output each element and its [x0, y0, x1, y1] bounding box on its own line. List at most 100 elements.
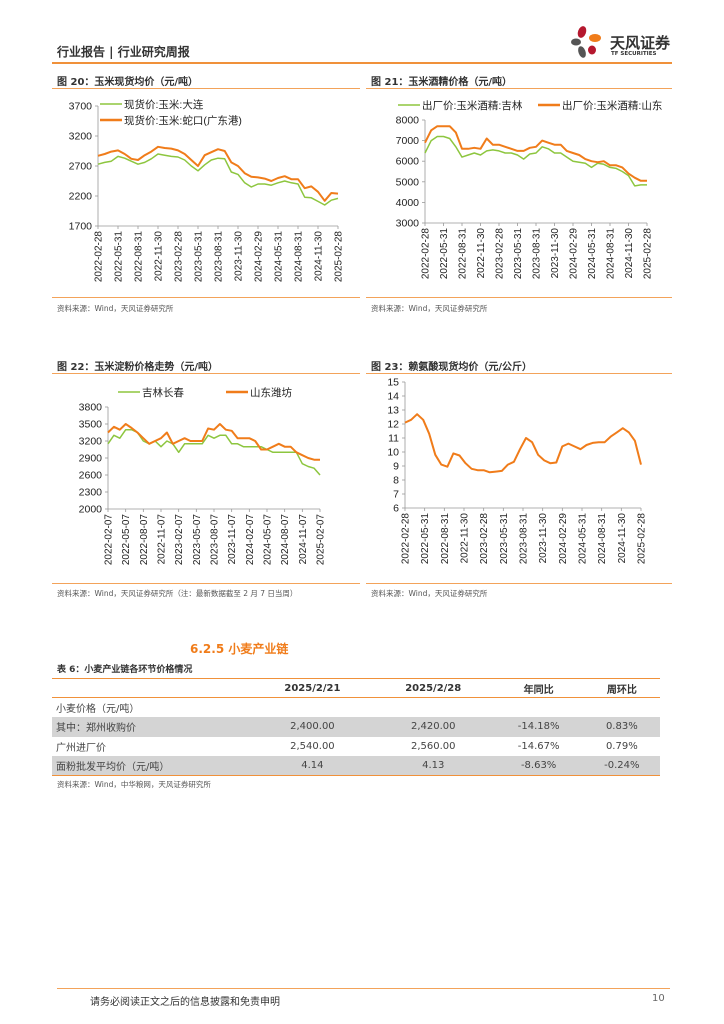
- y-tick-label: 3700: [69, 101, 93, 113]
- legend-label: 吉林长春: [142, 386, 184, 399]
- series-line-1: [97, 145, 339, 202]
- y-tick-label: 6: [393, 503, 399, 515]
- y-tick-label: 3200: [69, 131, 93, 143]
- y-tick-label: 3800: [79, 402, 103, 414]
- x-tick-label: 2022-11-30: [154, 231, 165, 282]
- y-tick-label: 2600: [79, 470, 103, 482]
- title-rule: [366, 583, 672, 584]
- cell: -8.63%: [493, 756, 584, 776]
- x-tick-label: 2024-02-07: [245, 514, 256, 566]
- cell: [373, 698, 494, 718]
- title-rule: [52, 583, 360, 584]
- x-tick-label: 2024-02-29: [558, 513, 569, 565]
- x-tick-label: 2022-08-31: [458, 228, 469, 280]
- header-cell: 周环比: [583, 678, 660, 698]
- x-tick-label: 2024-05-31: [587, 228, 598, 280]
- x-tick-label: 2022-02-28: [401, 513, 412, 565]
- cell: 2,400.00: [252, 717, 373, 737]
- x-tick-label: 2022-05-31: [439, 228, 450, 280]
- x-tick-label: 2022-11-07: [157, 514, 168, 565]
- x-tick-label: 2023-02-28: [495, 228, 506, 280]
- wheat-price-table: 2025/2/21 2025/2/28 年同比 周环比 小麦价格（元/吨） 其中…: [52, 678, 660, 776]
- x-tick-label: 2022-08-31: [134, 231, 145, 283]
- y-tick-label: 2000: [79, 504, 103, 516]
- company-logo: [570, 22, 690, 62]
- footer-rule: [57, 988, 670, 989]
- header-rule: [52, 62, 672, 64]
- legend-label: 山东潍坊: [250, 386, 292, 399]
- y-tick-label: 8: [393, 475, 399, 487]
- title-rule: [52, 297, 360, 298]
- y-tick-label: 3200: [79, 436, 103, 448]
- x-tick-label: 2022-02-28: [94, 231, 105, 283]
- cell: [252, 698, 373, 718]
- table-row: 其中：郑州收购价 2,400.00 2,420.00 -14.18% 0.83%: [52, 717, 660, 737]
- disclaimer: 请务必阅读正文之后的信息披露和免责申明: [90, 997, 280, 1008]
- y-tick-label: 4000: [396, 197, 420, 209]
- table-header-row: 2025/2/21 2025/2/28 年同比 周环比: [52, 678, 660, 698]
- cell: -14.67%: [517, 740, 560, 752]
- series-line-1: [424, 125, 647, 182]
- row-label: 面粉批发平均价（元/吨）: [52, 756, 252, 776]
- series-line-1: [107, 423, 320, 461]
- x-tick-label: 2025-02-28: [334, 231, 345, 283]
- series-line-0: [97, 153, 339, 206]
- x-tick-label: 2025-02-07: [316, 514, 327, 566]
- y-tick-label: 2300: [79, 487, 103, 499]
- x-tick-label: 2022-11-30: [476, 228, 487, 279]
- y-tick-label: 14: [387, 391, 399, 403]
- x-tick-label: 2024-08-31: [597, 513, 608, 565]
- header-cell: 2025/2/21: [252, 678, 373, 698]
- y-tick-label: 12: [387, 419, 399, 431]
- x-tick-label: 2024-08-31: [606, 228, 617, 280]
- y-tick-label: 8000: [396, 115, 420, 127]
- x-tick-label: 2022-08-31: [440, 513, 451, 565]
- x-tick-label: 2024-08-07: [280, 514, 291, 566]
- figure-source: 资料来源：Wind，天风证券研究所: [371, 304, 488, 313]
- figure-source: 资料来源：Wind，天风证券研究所（注：最新数据截至 2 月 7 日当周）: [57, 589, 298, 598]
- row-label: 广州进厂价: [56, 742, 106, 754]
- y-tick-label: 3500: [79, 419, 103, 431]
- x-tick-label: 2022-02-07: [104, 514, 115, 566]
- series-line-0: [404, 413, 642, 474]
- x-tick-label: 2024-05-31: [274, 231, 285, 283]
- x-tick-label: 2022-05-31: [114, 231, 125, 283]
- figure-title: 图 22：玉米淀粉价格走势（元/吨）: [57, 362, 219, 373]
- x-tick-label: 2023-02-28: [479, 513, 490, 565]
- cell: -14.18%: [493, 717, 584, 737]
- legend-label: 现货价:玉米:大连: [124, 98, 204, 111]
- logo-flower-icon: [571, 26, 601, 58]
- y-tick-label: 9: [393, 461, 399, 473]
- title-rule: [366, 88, 672, 89]
- header-cell: 年同比: [493, 678, 584, 698]
- x-tick-label: 2023-08-07: [210, 514, 221, 566]
- legend-label: 现货价:玉米:蛇口(广东港): [124, 114, 242, 127]
- cell: 4.13: [372, 756, 494, 776]
- table-source: 资料来源：Wind，中华粮网，天风证券研究所: [57, 780, 211, 789]
- figure-title: 图 21：玉米酒精价格（元/吨）: [371, 77, 513, 88]
- cell: 4.14: [252, 756, 373, 776]
- y-tick-label: 3000: [396, 218, 420, 230]
- header-cell: [52, 678, 252, 698]
- logo-subtext: TF SECURITIES: [611, 51, 657, 57]
- row-label: 小麦价格（元/吨）: [56, 704, 140, 715]
- series-line-0: [107, 428, 321, 476]
- x-tick-label: 2023-11-30: [550, 228, 561, 279]
- x-tick-label: 2022-08-07: [139, 514, 150, 566]
- x-tick-label: 2023-11-07: [227, 514, 238, 565]
- x-tick-label: 2024-11-07: [298, 514, 309, 565]
- cell: 2,560.00: [410, 740, 456, 752]
- y-tick-label: 7: [393, 489, 399, 501]
- section-heading: 6.2.5 小麦产业链: [190, 642, 289, 656]
- x-tick-label: 2023-11-30: [234, 231, 245, 282]
- y-tick-label: 2200: [69, 191, 93, 203]
- legend-label: 出厂价:玉米酒精:山东: [562, 99, 662, 112]
- title-rule: [366, 297, 672, 298]
- figure-source: 资料来源：Wind，天风证券研究所: [371, 589, 488, 598]
- x-tick-label: 2023-05-31: [499, 513, 510, 565]
- x-tick-label: 2023-08-31: [214, 231, 225, 283]
- x-tick-label: 2025-02-28: [637, 513, 648, 565]
- x-tick-label: 2023-05-31: [513, 228, 524, 280]
